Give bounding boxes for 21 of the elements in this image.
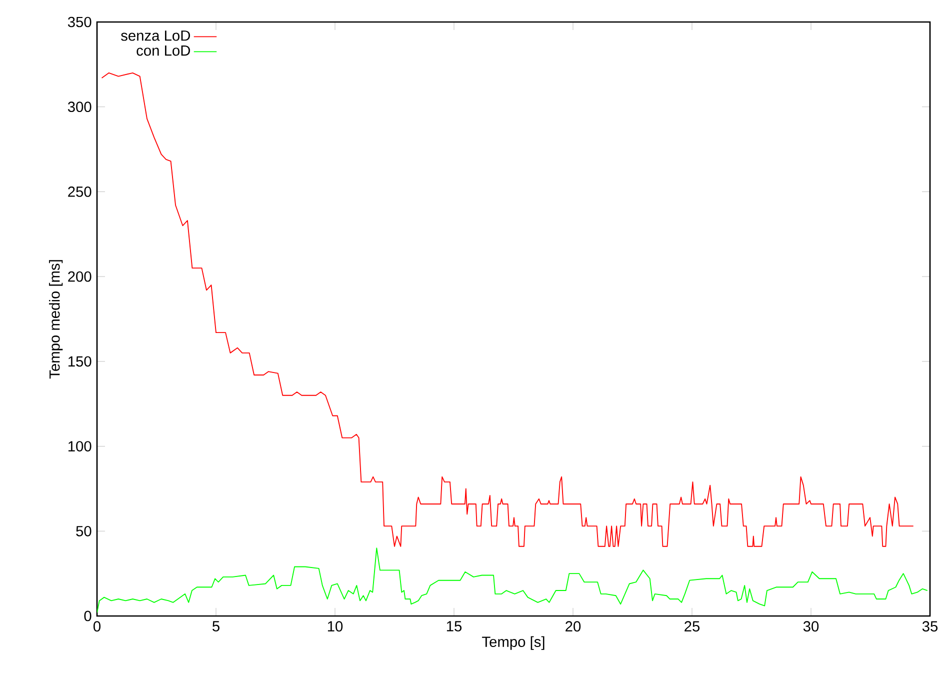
- x-tick-label: 20: [566, 621, 581, 632]
- x-tick-label: 10: [328, 621, 343, 632]
- x-tick-label: 25: [684, 621, 700, 632]
- y-tick-label: 250: [68, 186, 92, 197]
- y-tick-label: 350: [68, 16, 92, 28]
- y-tick-label: 0: [84, 610, 92, 622]
- x-axis-title: Tempo [s]: [482, 636, 544, 650]
- y-tick-label: 50: [76, 526, 92, 536]
- legend-label: senza LoD: [121, 30, 190, 41]
- y-axis-title: Tempo medio [ms]: [49, 260, 63, 379]
- x-tick-label: 35: [922, 621, 938, 632]
- x-tick-label: 0: [93, 621, 100, 632]
- y-tick-label: 100: [68, 441, 92, 452]
- x-tick-label: 15: [446, 621, 462, 632]
- y-tick-label: 200: [68, 271, 92, 282]
- line-series: [101, 72, 914, 547]
- y-tick-label: 300: [68, 102, 92, 112]
- x-tick-label: 30: [803, 621, 819, 632]
- y-tick-label: 150: [68, 356, 92, 367]
- x-tick-label: 5: [212, 621, 220, 632]
- legend-label: con LoD: [136, 46, 190, 56]
